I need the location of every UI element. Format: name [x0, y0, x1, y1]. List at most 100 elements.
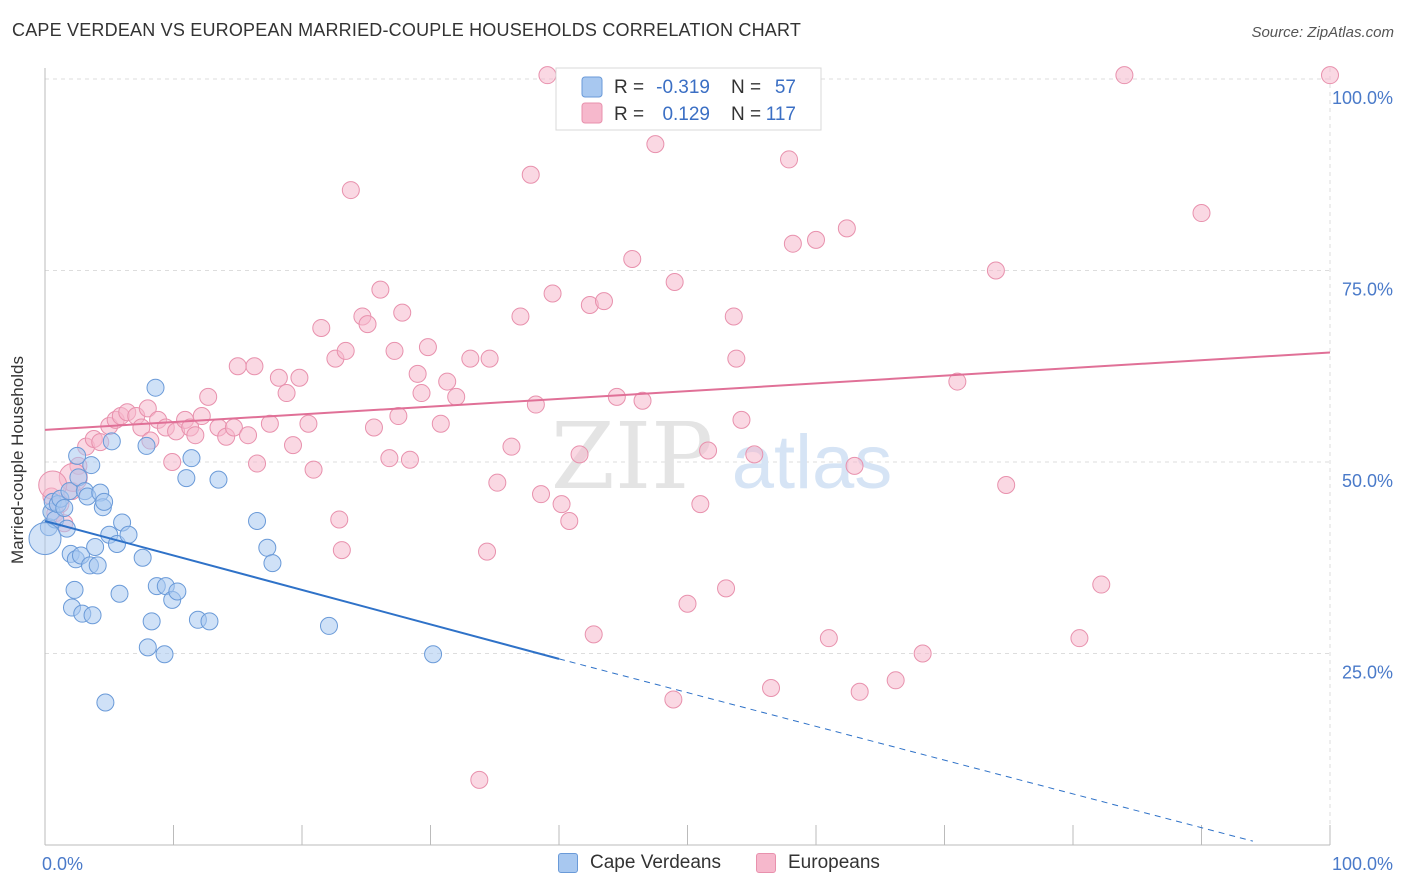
data-point-europeans: [717, 579, 736, 598]
data-point-cape-verdeans: [258, 538, 277, 557]
data-point-europeans: [664, 690, 683, 709]
y-tick-label: 25.0%: [1342, 663, 1393, 683]
data-point-europeans: [665, 272, 684, 291]
y-tick-label: 50.0%: [1342, 471, 1393, 491]
data-point-cape-verdeans: [68, 446, 87, 465]
data-point-europeans: [304, 460, 323, 479]
data-point-europeans: [269, 368, 288, 387]
data-point-europeans: [447, 387, 466, 406]
data-point-europeans: [502, 437, 521, 456]
legend-n-value: 117: [766, 104, 796, 125]
legend-swatch-blue: [581, 76, 603, 98]
x-tick-label: 0.0%: [42, 854, 83, 874]
data-point-cape-verdeans: [263, 554, 282, 573]
data-point-europeans: [389, 407, 408, 426]
data-point-europeans: [478, 542, 497, 561]
legend-box: R = -0.319 N = 57 R = 0.129 N = 117: [555, 67, 822, 131]
data-point-europeans: [312, 318, 331, 337]
data-point-cape-verdeans: [102, 432, 121, 451]
data-point-cape-verdeans: [83, 606, 102, 625]
legend-item-europeans: Europeans: [756, 852, 880, 874]
data-point-europeans: [248, 454, 267, 473]
data-point-europeans: [371, 280, 390, 299]
data-point-cape-verdeans: [95, 492, 114, 511]
data-point-europeans: [646, 135, 665, 154]
data-point-cape-verdeans: [96, 693, 115, 712]
data-point-europeans: [431, 414, 450, 433]
legend-n-label: N =: [731, 77, 761, 98]
data-point-europeans: [511, 307, 530, 326]
data-point-europeans: [393, 303, 412, 322]
legend-r-value: -0.319: [656, 77, 710, 98]
data-point-cape-verdeans: [424, 645, 443, 664]
watermark: ZIP atlas: [551, 403, 892, 510]
axes: [44, 68, 1331, 846]
data-point-cape-verdeans: [177, 469, 196, 488]
data-point-europeans: [691, 495, 710, 514]
data-point-europeans: [400, 450, 419, 469]
data-point-europeans: [913, 644, 932, 663]
data-point-europeans: [886, 671, 905, 690]
data-point-europeans: [997, 475, 1016, 494]
data-point-cape-verdeans: [142, 612, 161, 631]
data-point-europeans: [948, 372, 967, 391]
x-tick-labels: 0.0% 100.0%: [42, 854, 1393, 874]
trendlines: [44, 351, 1331, 842]
data-point-europeans: [819, 629, 838, 648]
bottom-legend: Cape Verdeans Europeans: [0, 852, 1406, 878]
legend-r-label: R =: [614, 104, 644, 125]
data-point-europeans: [186, 426, 205, 445]
legend-n-label: N =: [731, 104, 761, 125]
data-point-europeans: [408, 364, 427, 383]
data-point-cape-verdeans: [119, 525, 138, 544]
watermark-atlas: atlas: [732, 420, 893, 505]
data-point-europeans: [762, 678, 781, 697]
data-point-europeans: [438, 372, 457, 391]
data-point-europeans: [358, 315, 377, 334]
y-tick-labels: 25.0% 50.0% 75.0% 100.0%: [1332, 88, 1393, 683]
data-point-europeans: [807, 230, 825, 249]
data-point-europeans: [1192, 204, 1211, 223]
data-point-cape-verdeans: [28, 522, 62, 556]
data-point-europeans: [284, 436, 303, 455]
europeans-points: [38, 66, 1339, 789]
data-point-europeans: [364, 418, 383, 437]
data-point-europeans: [1115, 66, 1134, 85]
legend-swatch-pink: [581, 102, 603, 124]
legend-swatch-europeans: [756, 853, 776, 873]
data-point-europeans: [727, 349, 746, 368]
data-point-europeans: [488, 473, 507, 492]
data-point-europeans: [594, 292, 613, 311]
data-point-europeans: [607, 387, 626, 406]
data-point-europeans: [623, 250, 642, 269]
data-point-europeans: [277, 384, 296, 403]
data-point-europeans: [570, 445, 589, 464]
data-point-cape-verdeans: [200, 612, 219, 631]
data-point-europeans: [341, 181, 360, 200]
y-tick-label: 75.0%: [1342, 280, 1393, 300]
data-point-europeans: [538, 66, 557, 85]
cape-verdeans-points: [28, 378, 443, 712]
data-point-europeans: [192, 407, 211, 426]
data-point-europeans: [330, 510, 349, 529]
data-point-europeans: [480, 349, 499, 368]
data-point-europeans: [724, 307, 743, 326]
data-point-europeans: [783, 234, 802, 253]
source-label: Source: ZipAtlas.com: [1251, 24, 1394, 41]
data-point-europeans: [560, 511, 579, 530]
data-point-europeans: [138, 399, 157, 418]
data-point-europeans: [461, 349, 480, 368]
data-point-europeans: [780, 150, 799, 169]
data-point-europeans: [163, 453, 182, 471]
y-tick-label: 100.0%: [1332, 88, 1393, 108]
data-point-europeans: [470, 770, 489, 789]
data-point-cape-verdeans: [182, 449, 201, 468]
data-point-europeans: [239, 426, 258, 445]
data-point-europeans: [1092, 575, 1111, 594]
legend-swatch-cape-verdeans: [558, 853, 578, 873]
data-point-cape-verdeans: [209, 470, 228, 489]
data-point-europeans: [678, 594, 697, 613]
data-point-europeans: [418, 338, 437, 357]
data-point-cape-verdeans: [138, 638, 157, 657]
data-point-cape-verdeans: [88, 556, 107, 575]
